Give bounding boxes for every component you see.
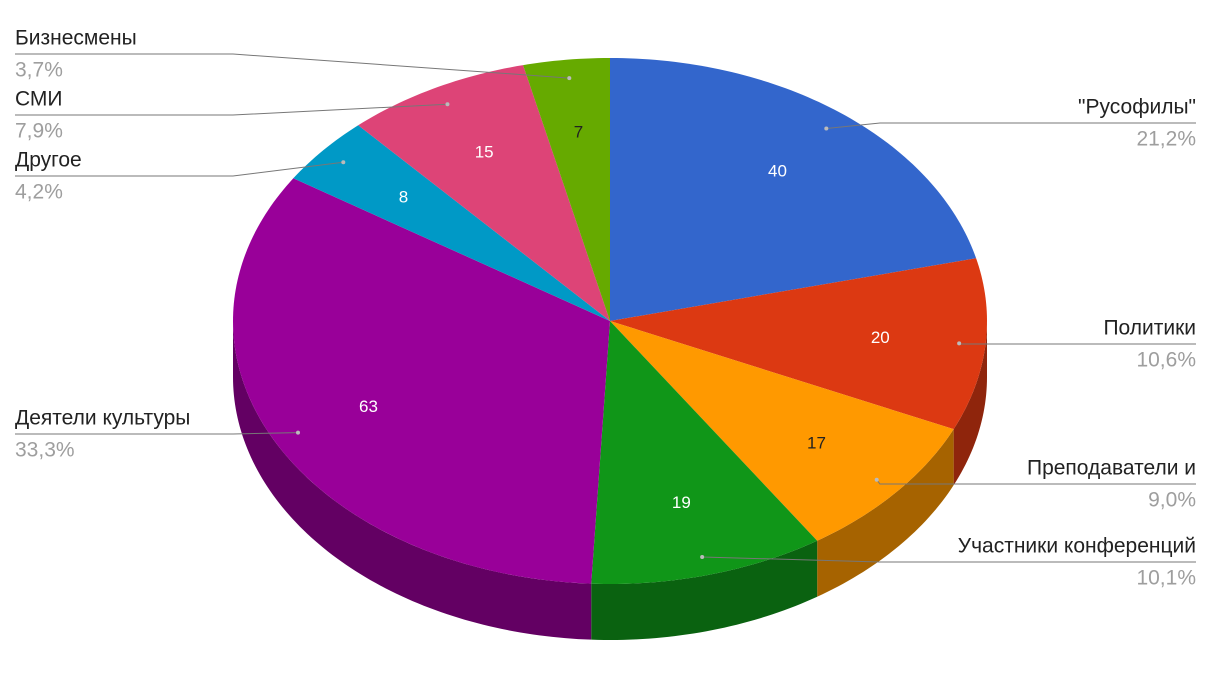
data-label: 7 xyxy=(574,122,583,141)
slice-side xyxy=(953,321,987,486)
percent-label: 21,2% xyxy=(1136,128,1196,151)
percent-label: 10,1% xyxy=(1136,567,1196,590)
data-label: 40 xyxy=(768,161,787,180)
legend-label: Другое xyxy=(15,149,82,172)
data-label: 17 xyxy=(807,433,826,452)
slice xyxy=(591,321,818,584)
legend-label: Деятели культуры xyxy=(15,407,190,430)
leader-dot xyxy=(700,554,705,559)
leader-line xyxy=(15,161,344,177)
data-label: 15 xyxy=(475,143,494,162)
leader-dot xyxy=(341,160,346,165)
leader-line xyxy=(15,53,570,79)
data-label: 63 xyxy=(359,397,378,416)
slice xyxy=(610,258,987,430)
leader-dot xyxy=(296,430,301,435)
slice xyxy=(610,58,977,321)
data-label: 20 xyxy=(871,328,890,347)
percent-label: 4,2% xyxy=(15,181,63,204)
leader-dot xyxy=(445,102,450,107)
slice-side xyxy=(817,429,954,597)
percent-label: 7,9% xyxy=(15,120,63,143)
data-label: 8 xyxy=(399,188,408,207)
slice xyxy=(610,321,954,541)
leader-line xyxy=(958,343,1196,345)
percent-label: 10,6% xyxy=(1136,349,1196,372)
slice-side xyxy=(591,540,818,640)
percent-label: 3,7% xyxy=(15,59,63,82)
leader-dot xyxy=(957,341,962,346)
leader-dot xyxy=(567,76,572,81)
leader-dot xyxy=(874,477,879,482)
slice xyxy=(358,65,610,321)
legend-label: Политики xyxy=(1103,317,1196,340)
leader-line xyxy=(702,556,1196,563)
slice xyxy=(523,58,610,321)
percent-label: 9,0% xyxy=(1148,489,1196,512)
leader-line xyxy=(15,432,299,435)
leader-line xyxy=(826,122,1196,130)
slice xyxy=(233,178,611,584)
legend-label: Участники конференций xyxy=(958,535,1196,558)
legend-label: Преподаватели и xyxy=(1027,457,1196,480)
legend-label: "Русофилы" xyxy=(1078,96,1196,119)
data-label: 19 xyxy=(672,493,691,512)
leader-line xyxy=(15,103,448,116)
legend-label: СМИ xyxy=(15,88,63,111)
slice xyxy=(293,125,610,322)
percent-label: 33,3% xyxy=(15,439,75,462)
leader-dot xyxy=(824,126,829,131)
slice-side xyxy=(233,321,592,640)
legend-label: Бизнесмены xyxy=(15,27,137,50)
